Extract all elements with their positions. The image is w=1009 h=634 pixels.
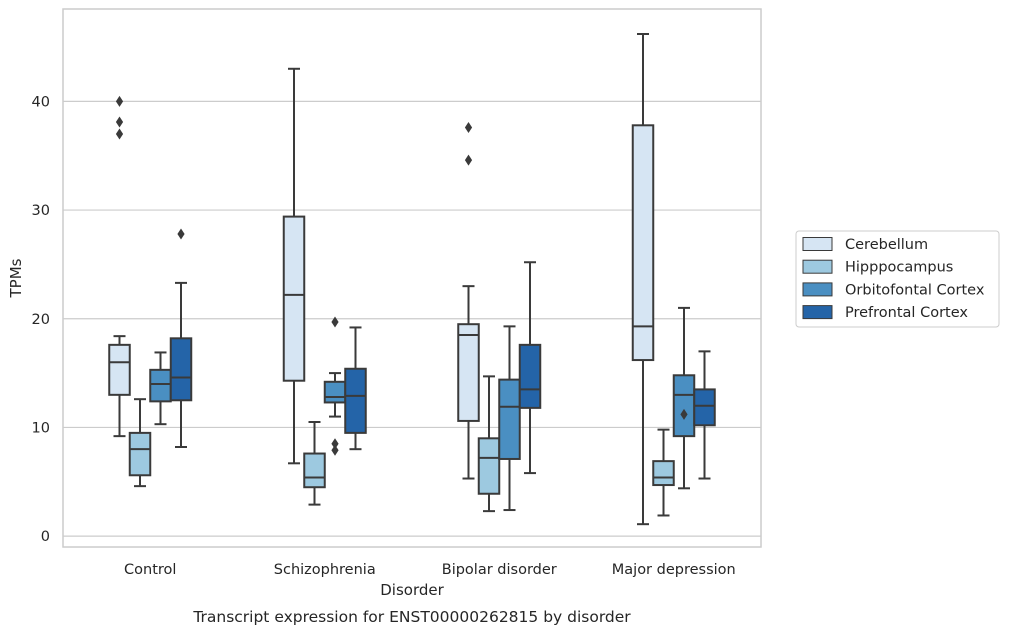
box-iqr <box>128 431 152 477</box>
outlier-point <box>115 95 124 107</box>
legend-frame <box>795 230 1000 328</box>
box-3-0 <box>631 32 655 526</box>
box-2-2 <box>498 325 521 512</box>
box-0-3 <box>169 228 193 449</box>
y-tick-label: 30 <box>32 203 50 219</box>
x-tick-label: Bipolar disorder <box>442 562 557 578</box>
box-iqr <box>631 124 655 362</box>
y-axis-title: TPMs <box>7 258 25 298</box>
legend-swatch <box>802 282 833 297</box>
box-iqr <box>108 343 131 396</box>
outlier-point <box>331 444 339 456</box>
chart-caption: Transcript expression for ENST0000026281… <box>192 608 631 626</box>
gridlines <box>63 100 761 537</box>
box-iqr <box>498 378 521 460</box>
legend-swatch <box>802 305 833 320</box>
legend-label: Prefrontal Cortex <box>845 305 968 321</box>
box-1-0 <box>282 67 306 465</box>
y-tick-label: 10 <box>32 420 50 436</box>
outlier-point <box>464 154 473 166</box>
x-tick-label: Major depression <box>612 562 736 578</box>
box-iqr <box>344 367 367 434</box>
legend-label: Orbitofontal Cortex <box>845 282 985 298</box>
box-iqr <box>149 368 172 403</box>
outlier-point <box>331 316 339 328</box>
y-tick-label: 0 <box>41 529 50 545</box>
x-tick-labels: Control Schizophrenia Bipolar disorder Majo… <box>124 562 736 578</box>
boxes <box>108 32 716 526</box>
box-0-0 <box>108 95 131 438</box>
box-3-3 <box>693 350 716 480</box>
box-iqr <box>477 437 501 495</box>
y-tick-label: 20 <box>32 312 50 328</box>
outlier-point <box>680 408 688 420</box>
outlier-point <box>115 116 124 128</box>
box-1-2 <box>323 316 347 456</box>
box-1-1 <box>303 421 326 506</box>
box-2-1 <box>477 375 501 513</box>
x-axis-title: Disorder <box>380 581 444 599</box>
outlier-point <box>331 438 339 450</box>
legend-label: Hipppocampus <box>845 260 953 276</box>
box-1-3 <box>344 326 367 451</box>
box-iqr <box>693 388 716 427</box>
outlier-point <box>177 228 185 240</box>
legend-swatch <box>802 259 833 274</box>
y-tick-labels: 0 10 20 30 40 <box>32 94 50 545</box>
legend: Cerebellum Hipppocampus Orbitofontal Corte… <box>795 230 1000 328</box>
x-tick-label: Control <box>124 562 176 578</box>
outlier-point <box>115 128 124 140</box>
x-tick-label: Schizophrenia <box>274 562 376 578</box>
box-iqr <box>672 374 696 438</box>
box-iqr <box>323 380 347 404</box>
box-3-1 <box>652 428 675 517</box>
box-iqr <box>282 215 306 382</box>
box-0-1 <box>128 398 152 488</box>
box-2-3 <box>518 261 542 475</box>
box-iqr <box>303 452 326 489</box>
box-iqr <box>457 323 480 422</box>
box-2-0 <box>457 121 480 480</box>
box-iqr <box>518 343 542 409</box>
legend-label: Cerebellum <box>845 237 928 253</box>
box-iqr <box>169 337 193 402</box>
y-tick-label: 40 <box>32 94 50 110</box>
box-iqr <box>652 460 675 487</box>
legend-swatch <box>802 237 833 251</box>
outlier-point <box>464 121 473 133</box>
